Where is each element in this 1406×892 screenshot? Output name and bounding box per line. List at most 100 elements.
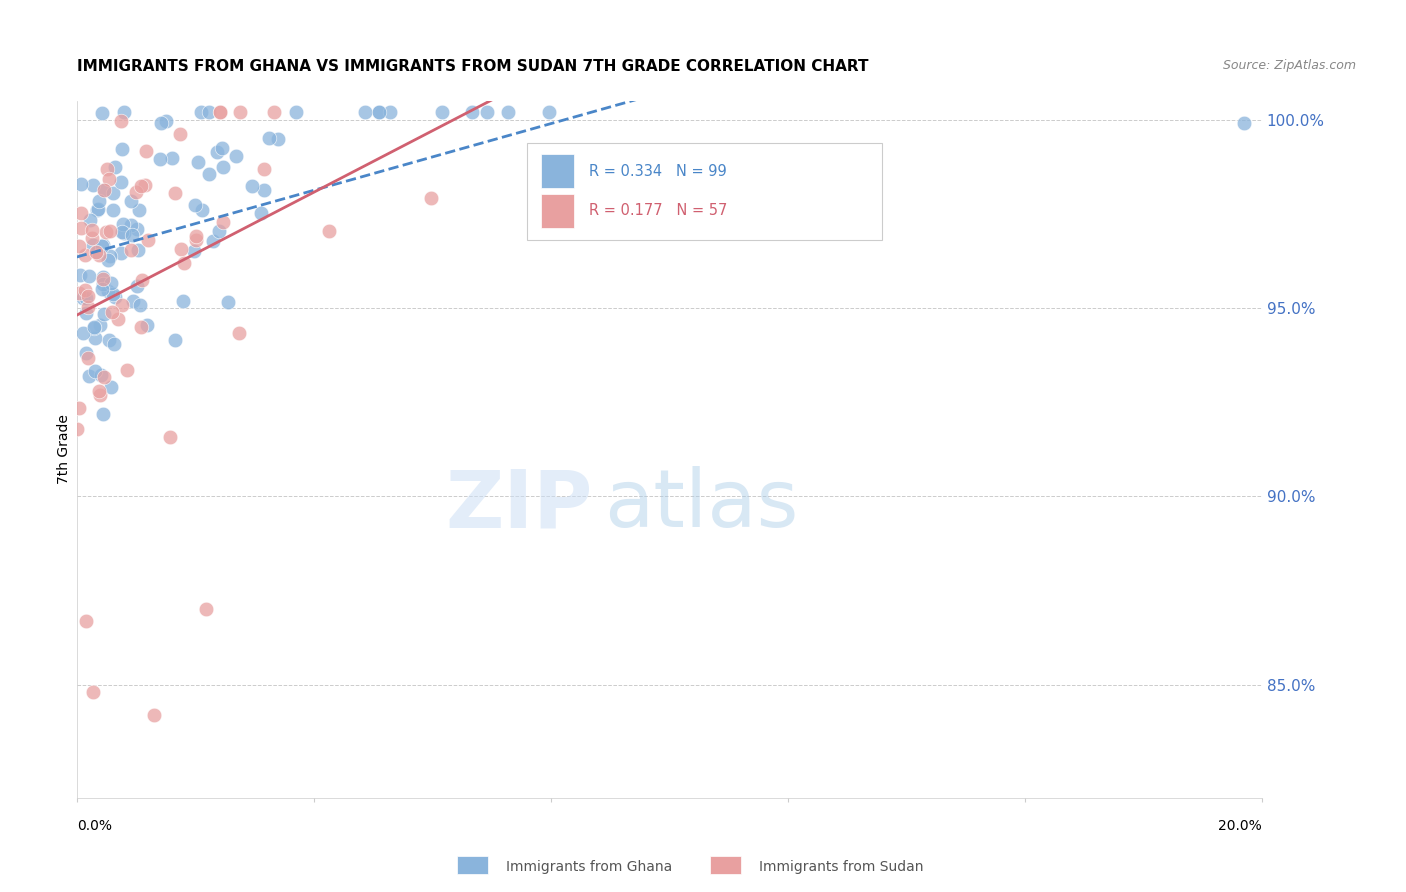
Point xyxy=(165,333,187,347)
Text: Immigrants from Ghana: Immigrants from Ghana xyxy=(506,860,672,874)
Point xyxy=(160,151,183,165)
Point xyxy=(100,276,122,290)
Point xyxy=(135,318,157,333)
Point xyxy=(112,226,135,240)
Point xyxy=(129,298,152,312)
Text: IMMIGRANTS FROM GHANA VS IMMIGRANTS FROM SUDAN 7TH GRADE CORRELATION CHART: IMMIGRANTS FROM GHANA VS IMMIGRANTS FROM… xyxy=(77,59,869,74)
Text: ZIP: ZIP xyxy=(444,466,592,544)
Point xyxy=(75,283,97,297)
Point xyxy=(91,239,114,253)
Point xyxy=(89,194,111,208)
Point xyxy=(135,144,157,158)
Point xyxy=(82,238,104,252)
Point xyxy=(498,105,520,120)
Point xyxy=(104,160,127,174)
Point xyxy=(129,178,152,193)
Point xyxy=(82,231,104,245)
Point xyxy=(121,227,143,242)
Point xyxy=(77,351,100,365)
Point xyxy=(461,105,484,120)
Point xyxy=(86,244,108,259)
Point xyxy=(169,242,191,256)
Point xyxy=(209,105,232,120)
Point xyxy=(72,291,94,305)
Point xyxy=(172,293,194,308)
Point xyxy=(112,217,135,231)
Text: R = 0.334   N = 99: R = 0.334 N = 99 xyxy=(589,164,727,178)
Point xyxy=(77,369,100,384)
Point xyxy=(198,105,221,120)
Point xyxy=(208,105,231,120)
Point xyxy=(211,160,233,174)
Point xyxy=(183,244,205,258)
Point xyxy=(250,205,273,219)
Point xyxy=(93,307,115,321)
Point xyxy=(67,401,90,415)
Point xyxy=(207,145,229,159)
Point xyxy=(70,220,93,235)
Point xyxy=(107,312,129,326)
FancyBboxPatch shape xyxy=(541,194,575,227)
FancyBboxPatch shape xyxy=(527,143,883,240)
Point xyxy=(211,141,233,155)
Point xyxy=(75,291,97,305)
Point xyxy=(101,286,124,301)
Point xyxy=(87,384,110,399)
Point xyxy=(90,368,112,383)
Point xyxy=(96,161,118,176)
Point xyxy=(229,105,252,120)
Point xyxy=(77,269,100,284)
Text: 0.0%: 0.0% xyxy=(77,819,111,833)
Point xyxy=(91,407,114,421)
Point xyxy=(91,272,114,286)
Point xyxy=(86,244,108,259)
Point xyxy=(432,105,454,120)
Point xyxy=(143,707,166,722)
Point xyxy=(155,113,177,128)
Point xyxy=(115,362,138,376)
Point xyxy=(318,224,340,238)
Point xyxy=(217,295,239,310)
Point xyxy=(83,364,105,378)
Point xyxy=(98,249,121,263)
Point xyxy=(98,333,121,347)
Point xyxy=(257,131,280,145)
Point xyxy=(66,422,89,436)
Point xyxy=(97,172,120,186)
Point xyxy=(194,602,217,616)
Point xyxy=(73,248,96,262)
Point xyxy=(83,319,105,334)
Text: Source: ZipAtlas.com: Source: ZipAtlas.com xyxy=(1223,59,1357,72)
Point xyxy=(97,253,120,268)
Point xyxy=(80,223,103,237)
Point xyxy=(75,345,97,359)
Point xyxy=(93,369,115,384)
Point xyxy=(89,248,111,262)
Point xyxy=(368,105,391,120)
Point xyxy=(77,300,100,314)
Point xyxy=(111,142,134,156)
Point xyxy=(84,331,107,345)
Point xyxy=(131,272,153,286)
Point xyxy=(149,153,172,167)
Point xyxy=(538,105,561,120)
Point xyxy=(186,233,208,247)
Point xyxy=(94,225,117,239)
Point xyxy=(93,183,115,197)
Point xyxy=(120,243,142,257)
Point xyxy=(110,175,132,189)
Text: 20.0%: 20.0% xyxy=(1218,819,1261,833)
Point xyxy=(186,229,208,244)
Point xyxy=(173,255,195,269)
Point xyxy=(368,105,391,120)
Point xyxy=(128,203,150,218)
Point xyxy=(284,105,307,120)
Point xyxy=(69,268,91,283)
Point xyxy=(82,685,104,699)
Point xyxy=(159,430,181,444)
Point xyxy=(122,293,145,308)
Point xyxy=(67,239,90,253)
Point xyxy=(98,224,121,238)
Point xyxy=(91,282,114,296)
Point xyxy=(97,284,120,298)
